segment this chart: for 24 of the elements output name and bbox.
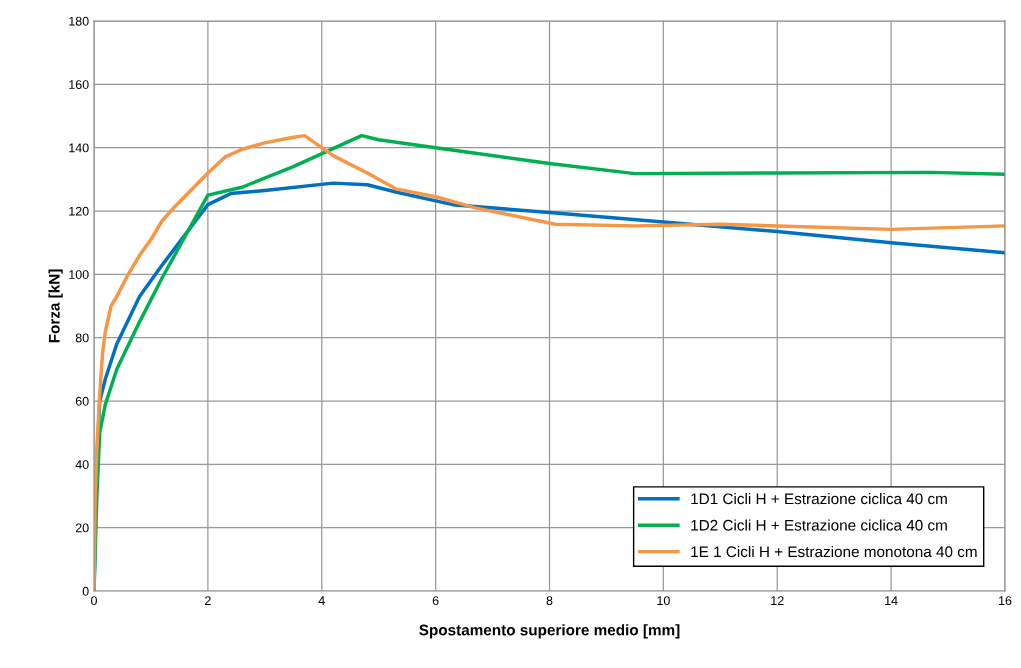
x-tick-label: 6: [432, 596, 439, 606]
x-tick-label: 10: [657, 596, 670, 606]
y-tick-label: 40: [75, 460, 89, 469]
legend-label: 1E 1 Cicli H + Estrazione monotona 40 cm: [691, 545, 977, 558]
y-tick-label: 60: [75, 396, 89, 406]
x-tick-label: 14: [885, 596, 898, 605]
legend-label: 1D2 Cicli H + Estrazione ciclica 40 cm: [691, 519, 947, 531]
legend-label: 1D1 Cicli H + Estrazione ciclica 40 cm: [691, 492, 947, 505]
x-tick-label: 12: [771, 596, 784, 605]
x-tick-label: 0: [91, 596, 97, 606]
y-tick-label: 20: [75, 523, 89, 533]
x-axis-title: Spostamento superiore medio [mm]: [419, 624, 680, 639]
y-tick-label: 120: [69, 206, 89, 216]
x-tick-label: 16: [999, 596, 1012, 606]
y-tick-label: 140: [69, 143, 89, 153]
x-tick-label: 8: [546, 596, 553, 606]
y-axis-title: Forza [kN]: [48, 269, 63, 343]
y-tick-label: 160: [69, 80, 89, 89]
y-tick-label: 100: [69, 270, 89, 279]
x-tick-label: 4: [318, 596, 325, 605]
y-tick-label: 180: [69, 16, 89, 26]
y-tick-label: 80: [75, 333, 89, 343]
x-tick-label: 2: [205, 596, 211, 605]
y-tick-label: 0: [82, 586, 89, 596]
